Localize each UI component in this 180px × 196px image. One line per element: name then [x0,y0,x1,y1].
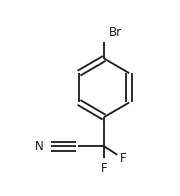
Text: Br: Br [109,26,122,39]
Text: F: F [101,162,107,175]
Text: F: F [120,152,127,165]
Text: N: N [35,140,44,153]
